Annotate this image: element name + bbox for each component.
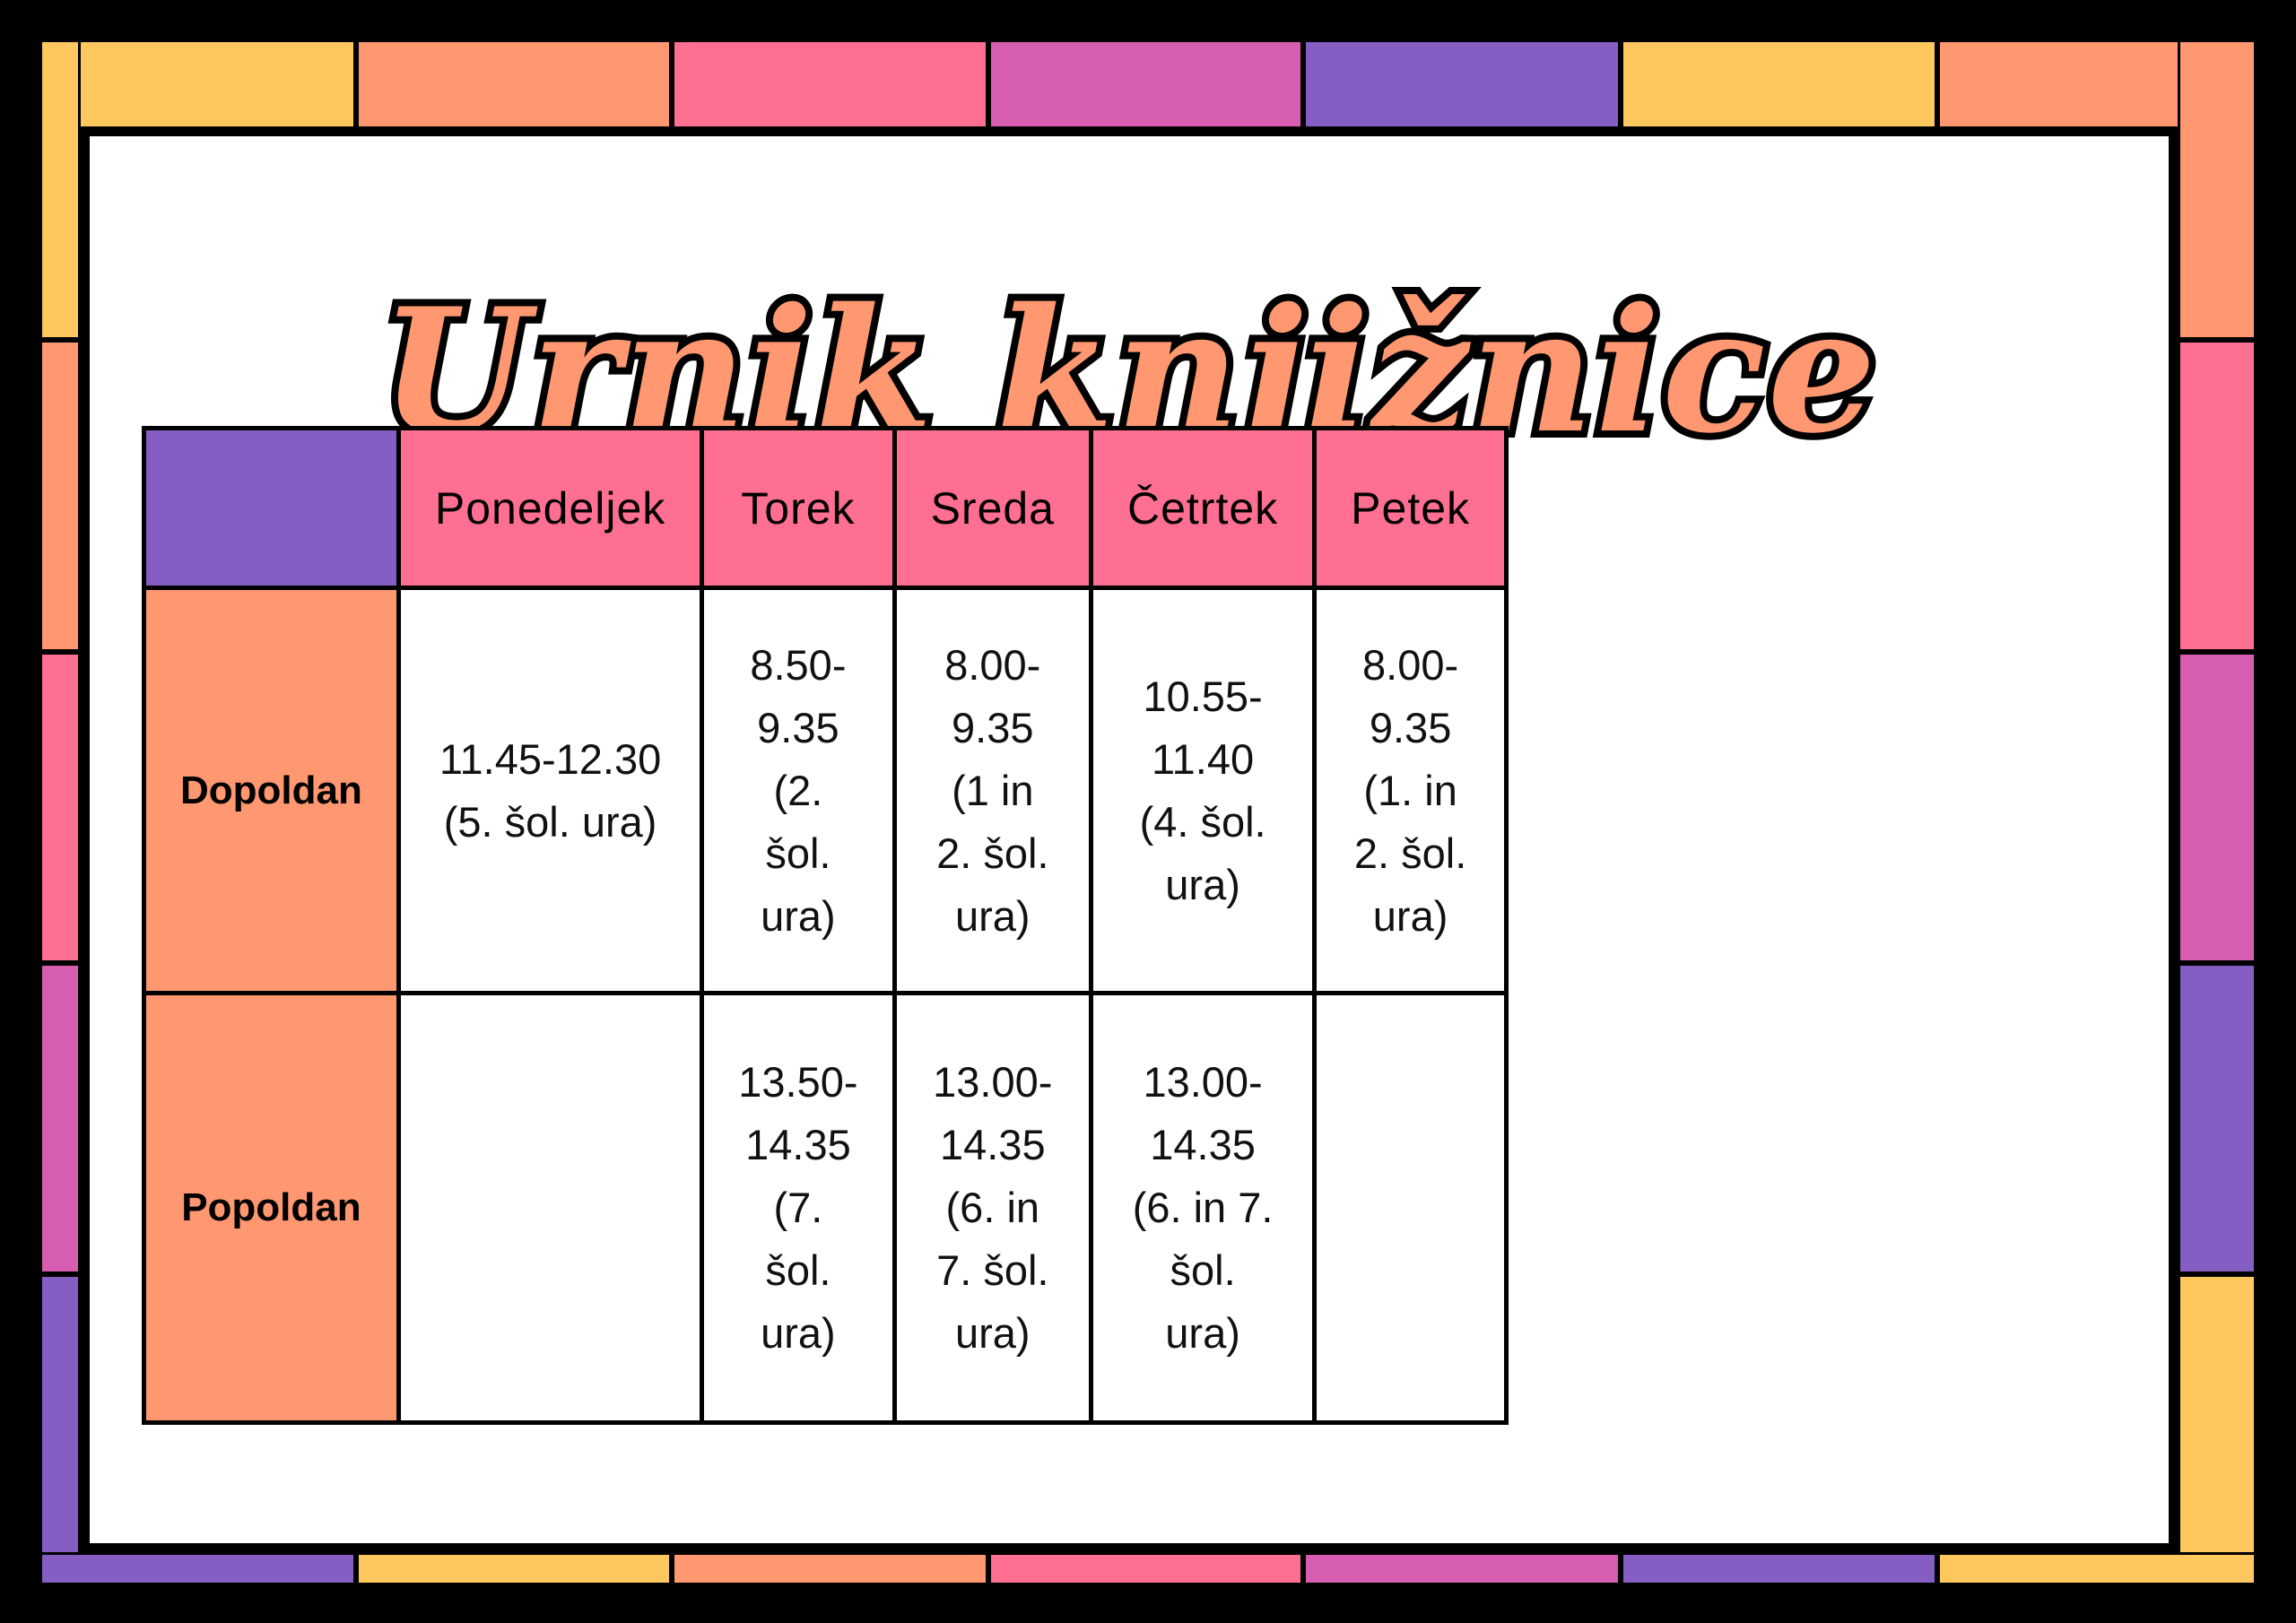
time-cell: 13.50-14.35 (7. šol. ura) [700, 991, 897, 1425]
table-row-morning: Dopoldan 11.45-12.30 (5. šol. ura) 8.50-9… [142, 586, 1509, 995]
border-tile-pink [2178, 340, 2257, 652]
border-tile-purple [1621, 1552, 1937, 1585]
border-tile-yellow [39, 39, 81, 340]
border-tile-purple [39, 1274, 81, 1585]
border-tile-pink [39, 652, 81, 963]
corner-cell [142, 426, 401, 590]
border-tile-yellow [1937, 1552, 2257, 1585]
time-cell: 8.00-9.35 (1 in 2. šol. ura) [891, 586, 1094, 995]
row-label-afternoon: Popoldan [142, 991, 401, 1425]
row-label-morning: Dopoldan [142, 586, 401, 995]
time-cell: 13.00-14.35 (6. in 7. šol. ura) [1088, 991, 1318, 1425]
border-tile-orange [672, 1552, 988, 1585]
schedule-table: Ponedeljek Torek Sreda Četrtek Petek Dop… [142, 426, 1509, 1425]
border-tile-pink [672, 39, 988, 129]
time-cell: 8.50-9.35 (2. šol. ura) [700, 586, 897, 995]
border-tile-orange [356, 39, 672, 129]
border-tile-purple [1303, 39, 1621, 129]
border-tile-orange [39, 340, 81, 652]
day-header-monday: Ponedeljek [396, 426, 705, 590]
border-tile-yellow [2178, 1274, 2257, 1585]
time-cell: 10.55-11.40 (4. šol. ura) [1088, 586, 1318, 995]
day-header-tuesday: Torek [700, 426, 897, 590]
time-cell: 13.00-14.35 (6. in 7. šol. ura) [891, 991, 1094, 1425]
border-tile-magenta [988, 39, 1303, 129]
border-tile-yellow [1621, 39, 1937, 129]
border-tile-purple [2178, 963, 2257, 1274]
border-tile-magenta [1303, 1552, 1621, 1585]
table-row-afternoon: Popoldan 13.50-14.35 (7. šol. ura) 13.00-… [142, 991, 1509, 1425]
border-tile-orange [2178, 39, 2257, 340]
border-tile-purple [39, 1552, 356, 1585]
border-tile-yellow [356, 1552, 672, 1585]
time-cell [396, 991, 705, 1425]
border-tile-magenta [39, 963, 81, 1274]
day-header-friday: Petek [1312, 426, 1509, 590]
header-row: Ponedeljek Torek Sreda Četrtek Petek [142, 426, 1509, 590]
time-cell: 11.45-12.30 (5. šol. ura) [396, 586, 705, 995]
day-header-thursday: Četrtek [1088, 426, 1318, 590]
border-tile-yellow [39, 39, 356, 129]
time-cell: 8.00-9.35 (1. in 2. šol. ura) [1312, 586, 1509, 995]
day-header-wednesday: Sreda [891, 426, 1094, 590]
time-cell [1312, 991, 1509, 1425]
border-tile-magenta [2178, 652, 2257, 963]
border-tile-pink [988, 1552, 1303, 1585]
